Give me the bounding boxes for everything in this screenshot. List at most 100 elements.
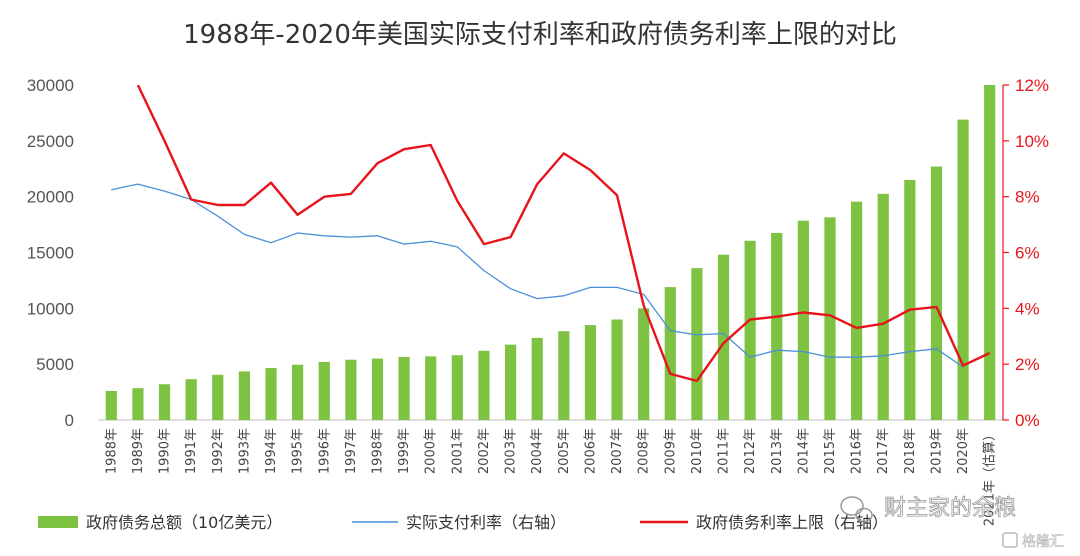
x-tick-label: 2016年 [850,428,865,474]
blue-series-line [111,183,964,368]
legend-label-bar: 政府债务总额（10亿美元） [86,513,282,532]
bar [851,201,863,420]
bar [558,331,570,420]
x-tick-label: 2014年 [796,428,811,474]
right-axis: 0% 2% 4% 6% 8% 10% 12% [1002,76,1049,430]
x-axis-labels: 1988年 1989年 1990年 1991年 1992年 1993年 1994年 1995年… [104,428,997,526]
bar [212,374,224,420]
x-tick-label: 2017年 [876,428,891,474]
legend-label-red: 政府债务利率上限（右轴） [696,513,888,532]
x-tick-label: 2001年 [450,428,465,474]
wechat-icon-bubble-small [855,507,873,523]
bar [930,166,943,420]
bar [584,325,597,420]
x-tick-label: 2018年 [903,428,918,474]
bar [744,240,756,420]
wechat-icon-bubble-large [840,496,864,516]
bar [531,337,543,420]
x-tick-label: 2020年 [956,428,971,474]
right-tick-label: 2% [1015,355,1040,374]
x-tick-label: 2004年 [530,428,545,474]
bar [132,388,144,420]
left-tick-label: 20000 [27,188,74,207]
x-tick-label: 2003年 [504,428,519,474]
watermark-brand: 格隆汇 [1022,534,1064,550]
x-tick-label: 1991年 [184,428,199,474]
wechat-icon [840,496,873,523]
bar [265,368,277,420]
right-tick-label: 4% [1015,299,1040,318]
x-tick-label: 1994年 [264,428,279,474]
bar [398,356,410,420]
watermark-text: 财主家的余粮 [884,496,1016,521]
x-tick-label: 1992年 [211,428,226,474]
right-tick-label: 6% [1015,244,1040,263]
bar [292,364,304,420]
left-tick-label: 0 [65,411,74,430]
bar [105,390,117,420]
x-tick-label: 1998年 [370,428,385,474]
bar [478,350,490,420]
right-tick-label: 8% [1015,188,1040,207]
x-tick-label: 2012年 [743,428,758,474]
right-tick-label: 0% [1015,411,1040,430]
x-tick-label: 1997年 [344,428,359,474]
x-tick-label: 1989年 [131,428,146,474]
x-tick-label: 2021年（估算） [983,428,998,526]
legend-label-blue: 实际支付利率（右轴） [406,513,566,532]
left-tick-label: 30000 [27,76,74,95]
left-tick-label: 15000 [27,244,74,263]
x-tick-label: 2015年 [823,428,838,474]
left-tick-label: 5000 [36,355,74,374]
bar [638,308,650,420]
x-tick-label: 2000年 [424,428,439,474]
bar [371,358,384,420]
x-tick-label: 1990年 [158,428,173,474]
bar [717,254,730,420]
bar [451,355,463,420]
bar [771,232,783,420]
x-tick-label: 2009年 [663,428,678,474]
x-tick-label: 1988年 [104,428,119,474]
legend-swatch-bar [38,516,78,528]
left-axis: 0 5000 10000 15000 20000 25000 30000 [27,76,1003,430]
right-tick-label: 10% [1015,132,1049,151]
bar [318,361,330,420]
bar [504,344,517,420]
x-tick-label: 1996年 [317,428,332,474]
x-tick-label: 2005年 [557,428,572,474]
bar [185,379,197,420]
bar [691,268,703,420]
bar-series [105,85,996,420]
bar [797,220,809,420]
brand-logo-icon [1002,532,1018,548]
left-tick-label: 25000 [27,132,74,151]
x-tick-label: 2011年 [717,428,732,474]
line-series [111,85,991,383]
bar [611,319,623,420]
bar [425,356,437,420]
bar [904,179,916,420]
left-tick-label: 10000 [27,299,74,318]
right-tick-label: 12% [1015,76,1049,95]
bar [984,85,996,420]
red-series-line [136,85,991,383]
bar [957,119,969,420]
x-tick-label: 1999年 [397,428,412,474]
bar [158,384,171,420]
chart-title: 1988年-2020年美国实际支付利率和政府债务利率上限的对比 [183,20,897,50]
x-tick-label: 2002年 [477,428,492,474]
x-tick-label: 1995年 [291,428,306,474]
x-tick-label: 2013年 [770,428,785,474]
x-tick-label: 2008年 [637,428,652,474]
x-tick-label: 2010年 [690,428,705,474]
bar [664,287,676,420]
bar [345,359,357,420]
bar [877,193,889,420]
x-tick-label: 2019年 [929,428,944,474]
bar [238,371,250,420]
x-tick-label: 1993年 [237,428,252,474]
legend: 政府债务总额（10亿美元） 实际支付利率（右轴） 政府债务利率上限（右轴） [38,513,888,532]
x-tick-label: 2007年 [610,428,625,474]
